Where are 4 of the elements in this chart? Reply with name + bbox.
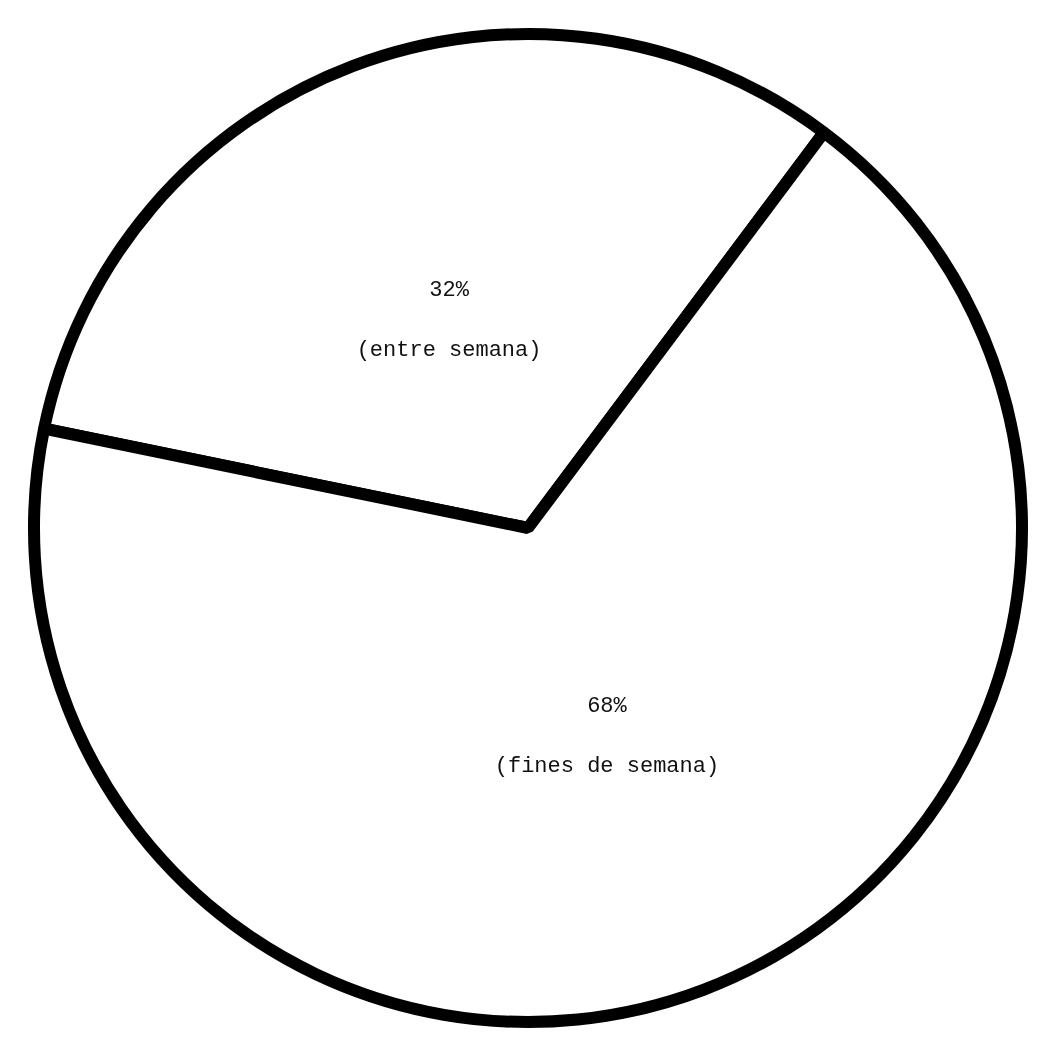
slice-label: (fines de semana) [494,753,720,779]
data-label: 68% [587,693,628,719]
data-label: 32% [429,278,470,304]
slice-label: (entre semana) [356,338,542,364]
